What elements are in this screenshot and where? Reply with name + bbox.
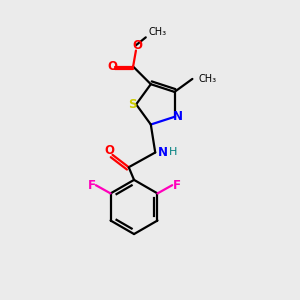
Text: F: F <box>87 179 95 192</box>
Text: S: S <box>128 98 136 111</box>
Text: O: O <box>105 144 115 157</box>
Text: CH₃: CH₃ <box>148 27 166 37</box>
Text: N: N <box>173 110 183 123</box>
Text: CH₃: CH₃ <box>199 74 217 84</box>
Text: N: N <box>158 146 168 159</box>
Text: H: H <box>169 148 177 158</box>
Text: O: O <box>107 60 117 73</box>
Text: F: F <box>172 179 181 192</box>
Text: O: O <box>132 39 142 52</box>
